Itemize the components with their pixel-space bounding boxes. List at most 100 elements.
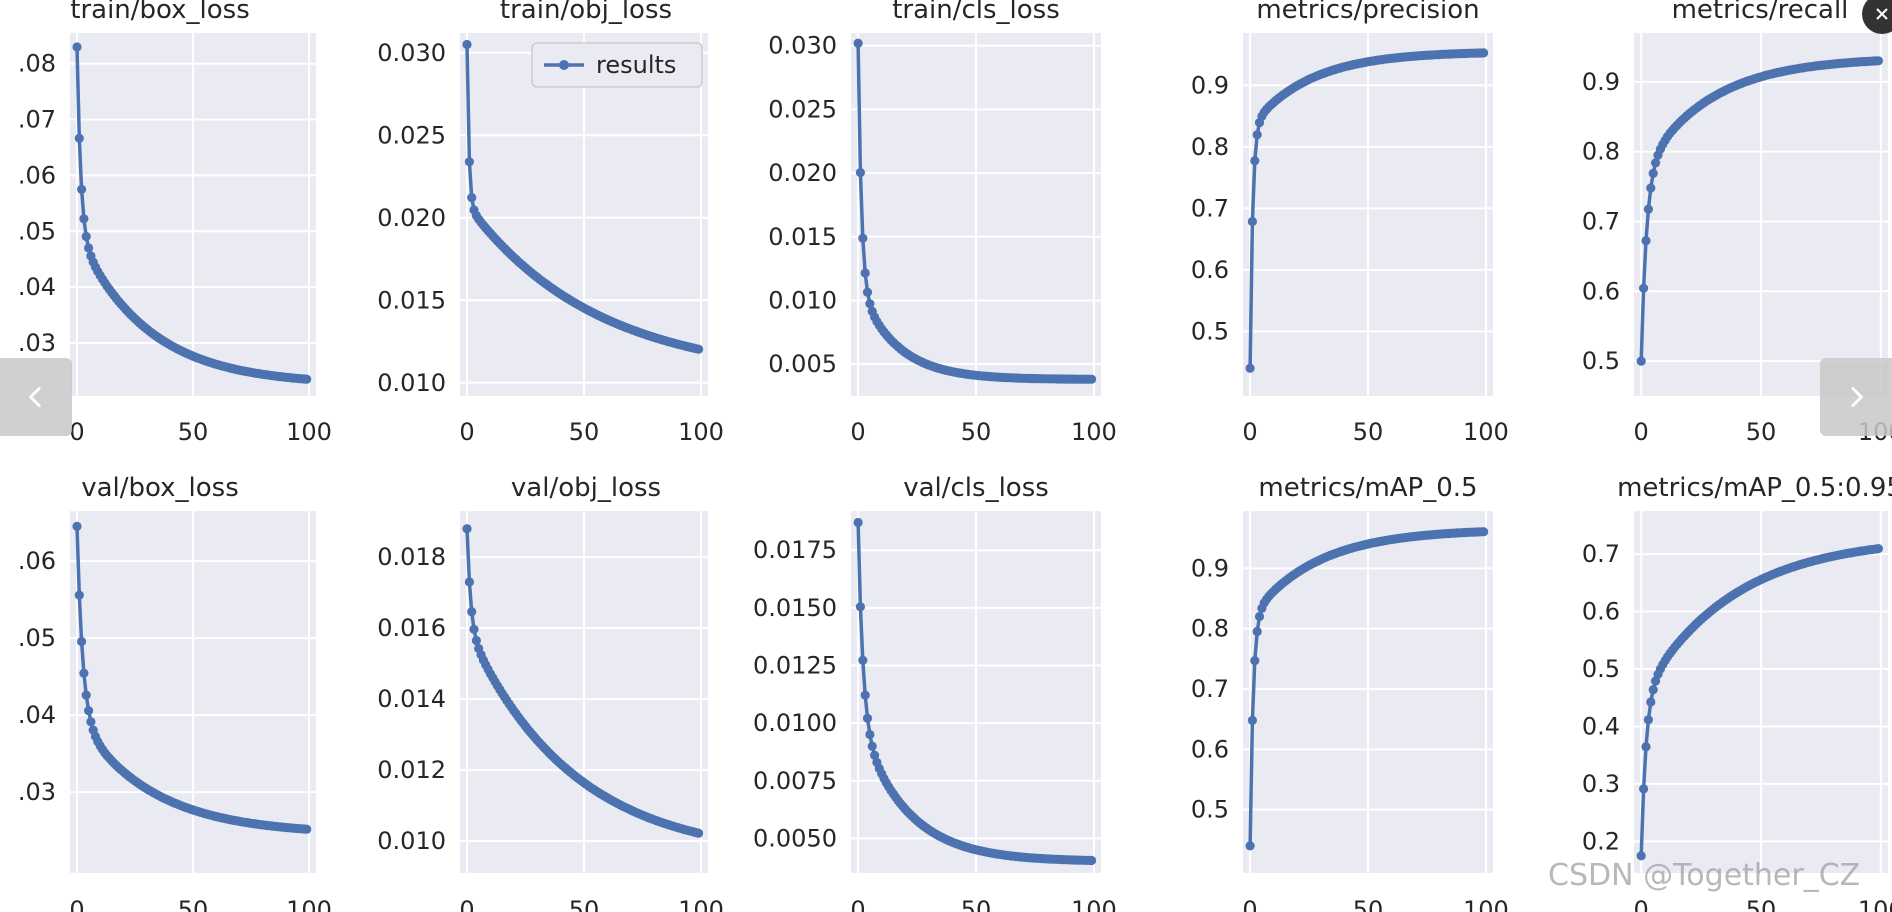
x-tick-label: 50	[569, 896, 600, 912]
y-tick-label: 0.5	[1582, 655, 1620, 683]
y-tick-label: 0.015	[768, 223, 837, 251]
y-tick-label: 0.7	[1582, 540, 1620, 568]
data-point	[467, 193, 477, 203]
y-tick-label: 0.3	[1582, 770, 1620, 798]
data-point	[464, 577, 474, 587]
data-point	[694, 828, 704, 838]
subplot-title: metrics/mAP_0.5	[1258, 473, 1477, 503]
x-tick-label: 0	[69, 896, 84, 912]
data-point	[862, 713, 873, 723]
y-tick-label: 0.005	[768, 350, 837, 378]
y-tick-label: 0.012	[377, 756, 446, 784]
data-point	[862, 287, 873, 297]
y-tick-label: .03	[18, 778, 56, 806]
data-point	[853, 517, 863, 528]
y-tick-label: 0.4	[1582, 712, 1620, 740]
data-point	[84, 706, 94, 716]
y-tick-label: 0.9	[1582, 68, 1620, 96]
y-tick-label: 0.025	[768, 95, 837, 123]
x-tick-label: 0	[459, 418, 474, 446]
data-point	[694, 344, 704, 354]
x-tick-label: 0	[1634, 896, 1649, 912]
chevron-right-icon	[1851, 386, 1863, 408]
data-point	[1247, 216, 1257, 227]
data-point	[79, 668, 89, 678]
data-point	[462, 524, 472, 534]
data-point	[860, 268, 870, 278]
data-point	[1250, 656, 1260, 666]
x-tick-label: 50	[1353, 896, 1384, 912]
y-tick-label: 0.0125	[753, 651, 837, 679]
y-tick-label: 0.014	[377, 685, 446, 713]
x-tick-label: 0	[459, 896, 474, 912]
x-tick-label: 50	[1746, 418, 1777, 446]
x-tick-label: 100	[1463, 418, 1509, 446]
data-point	[464, 157, 474, 167]
x-tick-label: 50	[1746, 896, 1777, 912]
y-tick-label: .05	[18, 217, 56, 245]
y-tick-label: 0.7	[1191, 194, 1229, 222]
subplot-val-cls-loss: 0.0050 0.0075 0.0100 0.0125 0.0150 0.0175 0 50 1…	[753, 473, 1117, 912]
data-point	[74, 590, 84, 600]
y-tick-label: 0.020	[768, 159, 837, 187]
data-point	[1250, 156, 1260, 166]
y-tick-label: .07	[18, 106, 56, 134]
x-tick-label: 0	[69, 418, 84, 446]
subplot-title: train/box_loss	[70, 0, 250, 25]
y-tick-label: .08	[18, 50, 56, 78]
subplot-title: val/obj_loss	[511, 473, 661, 503]
y-tick-label: .04	[18, 701, 56, 729]
subplot-metrics-map-0-5: 0.5 0.6 0.7 0.8 0.9 0 50 100 metrics/mAP_0.5	[1191, 473, 1509, 912]
x-tick-label: 100	[678, 896, 724, 912]
data-point	[1087, 374, 1097, 384]
x-tick-label: 100	[678, 418, 724, 446]
y-tick-label: 0.7	[1191, 675, 1229, 703]
y-tick-label: 0.8	[1582, 138, 1620, 166]
close-icon	[1876, 8, 1888, 20]
x-tick-label: 100	[1071, 418, 1117, 446]
y-tick-label: 0.0100	[753, 709, 837, 737]
data-point	[1247, 715, 1257, 726]
y-tick-label: 0.0150	[753, 594, 837, 622]
y-tick-label: .06	[18, 547, 56, 575]
y-tick-label: 0.9	[1191, 554, 1229, 582]
y-tick-label: 0.010	[768, 286, 837, 314]
data-point	[1648, 685, 1658, 695]
data-point	[1639, 784, 1649, 794]
data-point	[858, 233, 868, 243]
y-tick-label: 0.0075	[753, 767, 837, 795]
data-point	[86, 717, 96, 727]
subplot-title: val/cls_loss	[903, 473, 1049, 503]
data-point	[84, 243, 94, 253]
next-image-button[interactable]	[1820, 358, 1892, 436]
subplot-metrics-map-0-5-0-95: 0.2 0.3 0.4 0.5 0.6 0.7 0 50 100 metrics/mAP_0.5:…	[1582, 473, 1892, 912]
subplot-title: metrics/mAP_0.5:0.95	[1617, 473, 1892, 503]
x-tick-label: 50	[569, 418, 600, 446]
y-tick-label: 0.2	[1582, 827, 1620, 855]
legend-box	[531, 42, 703, 88]
subplot-title: train/cls_loss	[892, 0, 1060, 25]
x-tick-label: 0	[850, 418, 865, 446]
subplot-train-cls-loss: 0.005 0.010 0.015 0.020 0.025 0.030 0 50 100 trai…	[768, 0, 1117, 446]
y-tick-label: 0.0050	[753, 824, 837, 852]
data-point	[1641, 742, 1651, 752]
subplot-title: train/obj_loss	[500, 0, 672, 25]
y-tick-label: 0.8	[1191, 133, 1229, 161]
y-tick-label: 0.6	[1582, 277, 1620, 305]
x-tick-label: 50	[961, 896, 992, 912]
data-point	[870, 750, 880, 760]
previous-image-button[interactable]	[0, 358, 72, 436]
y-tick-label: .06	[18, 161, 56, 189]
data-point	[867, 741, 877, 751]
x-tick-label: 50	[178, 896, 209, 912]
y-tick-label: 0.030	[377, 39, 446, 67]
subplot-train-obj-loss: 0.010 0.015 0.020 0.025 0.030 0 50 100 train/obj…	[377, 0, 724, 446]
y-tick-label: 0.5	[1191, 796, 1229, 824]
data-point	[79, 214, 89, 224]
data-point	[1636, 356, 1646, 366]
y-tick-label: 0.016	[377, 614, 446, 642]
data-point	[471, 635, 481, 646]
data-point	[1646, 697, 1656, 707]
data-point	[462, 39, 472, 50]
